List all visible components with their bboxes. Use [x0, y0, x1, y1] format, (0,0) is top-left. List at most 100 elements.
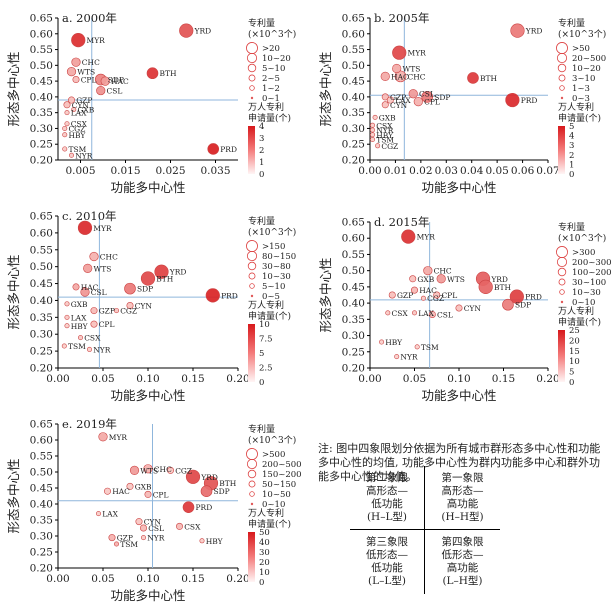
size-legend-label: 150~200 [262, 470, 302, 480]
color-legend-tick: 10 [569, 357, 580, 367]
x-tick-label: 0.10 [136, 373, 159, 385]
data-point-prd [509, 289, 524, 304]
size-legend-label: >150 [262, 242, 285, 252]
data-point-bth [140, 271, 156, 286]
size-legend-circle [250, 502, 254, 506]
size-legend-circle [246, 42, 258, 54]
point-label-nyr: NYR [147, 534, 165, 543]
color-legend-bar [558, 126, 565, 174]
y-tick-label: 0.25 [30, 547, 53, 559]
data-point-cyn [455, 304, 463, 312]
data-point-csl [96, 85, 106, 96]
point-label-yrd: YRD [490, 275, 508, 284]
point-label-gzp: GZP [397, 291, 413, 300]
x-tick-label: 0.00 [46, 573, 69, 585]
size-legend-title: 专利量 [248, 215, 275, 227]
point-label-yrd: YRD [169, 268, 187, 277]
data-point-csl [80, 287, 90, 297]
panel-3: 0.20 0.25 0.30 0.35 0.40 0.45 0.50 0.55 0.60 0.65… [6, 209, 296, 403]
point-label-lax: LAX [102, 510, 118, 519]
size-legend-label: 10~30 [572, 288, 601, 298]
point-label-prd: PRD [521, 96, 538, 105]
y-tick-label: 0.60 [30, 28, 53, 40]
y-axis-label: 形态多中心性 [6, 51, 21, 126]
data-point-csx [385, 310, 391, 316]
y-tick-label: 0.50 [342, 265, 365, 277]
point-label-sdp: SDP [137, 285, 153, 294]
point-label-chc: CHC [100, 253, 118, 262]
point-label-bth: BTH [480, 74, 498, 83]
color-legend-title: 万人专利 [248, 299, 284, 311]
y-tick-label: 0.30 [30, 531, 53, 543]
point-label-tsm: TSM [68, 342, 86, 351]
quadrant-4: 第四象限 低形态— 高功能 (L–H型) [441, 536, 484, 587]
color-legend-tick: 2 [569, 151, 574, 161]
color-legend-tick: 30 [259, 548, 270, 558]
size-legend-circle [559, 289, 565, 295]
size-legend-label: 50~150 [262, 480, 296, 490]
size-legend-circle [248, 74, 256, 82]
point-label-sdp: SDP [515, 301, 531, 310]
y-axis-label: 形态多中心性 [6, 458, 21, 533]
point-label-lax: LAX [71, 313, 87, 322]
point-label-cpl: CPL [99, 320, 115, 329]
size-legend-label: 10~50 [262, 490, 291, 500]
point-label-hac: HAC [81, 283, 99, 292]
y-tick-label: 0.50 [342, 60, 365, 72]
point-label-bth: BTH [160, 69, 178, 78]
size-legend-unit: (×10^3个) [558, 233, 606, 244]
size-legend-circle [556, 42, 568, 54]
data-point-cgz [62, 125, 68, 131]
point-label-hby: HBY [71, 322, 89, 331]
color-legend-tick: 20 [569, 336, 580, 346]
color-legend-tick: 0 [569, 378, 574, 388]
x-axis-label: 功能多中心性 [110, 180, 185, 195]
size-legend-label: >500 [262, 450, 285, 460]
x-tick-label: 0.06 [511, 165, 535, 177]
y-tick-label: 0.25 [30, 346, 53, 358]
data-point-prd [207, 143, 220, 155]
data-point-sdp [200, 485, 213, 498]
data-point-tsm [61, 343, 67, 349]
color-legend-tick: 2 [259, 146, 264, 156]
x-tick-label: 0.005 [65, 165, 95, 177]
size-legend-label: 5~10 [262, 282, 285, 292]
size-legend-circle [249, 283, 255, 289]
size-legend-label: 80~150 [262, 252, 296, 262]
data-point-gxb [71, 107, 77, 113]
x-tick-label: 0.15 [492, 373, 515, 385]
data-point-tsm [62, 146, 68, 152]
color-legend-tick: 50 [259, 528, 270, 538]
data-point-cgz [114, 308, 120, 314]
point-label-csl: CSL [91, 288, 107, 297]
y-tick-label: 0.60 [30, 227, 53, 239]
data-point-myr [71, 32, 86, 48]
y-tick-label: 0.45 [30, 483, 53, 495]
size-legend-unit: (×10^3个) [248, 227, 296, 238]
data-point-myr [77, 220, 93, 235]
point-label-tsm: TSM [120, 540, 138, 549]
point-label-hac: HAC [391, 72, 409, 81]
y-tick-label: 0.60 [342, 28, 365, 40]
data-point-chc [71, 57, 81, 67]
color-legend-title: 万人专利 [558, 101, 594, 113]
data-point-bth [467, 72, 479, 84]
color-legend-tick: 5 [569, 368, 574, 378]
data-point-prd [505, 92, 520, 108]
color-legend-tick: 5 [569, 122, 574, 132]
size-legend-label: 0~10 [572, 298, 595, 308]
color-legend-tick: 15 [569, 347, 580, 357]
point-label-gzp: GZP [76, 96, 92, 105]
size-legend-label: 30~80 [262, 262, 291, 272]
data-point-gzp [381, 93, 389, 101]
data-point-wts [66, 67, 77, 77]
size-legend-circle [557, 267, 567, 277]
size-legend-circle [246, 458, 258, 470]
data-point-tsm [114, 541, 120, 547]
data-point-wts [83, 263, 93, 273]
data-point-sdp [502, 298, 514, 311]
color-legend-tick: 1 [259, 158, 264, 168]
y-tick-label: 0.65 [30, 13, 53, 25]
size-legend-circle [556, 256, 568, 268]
point-label-gxb: GXB [77, 106, 94, 115]
